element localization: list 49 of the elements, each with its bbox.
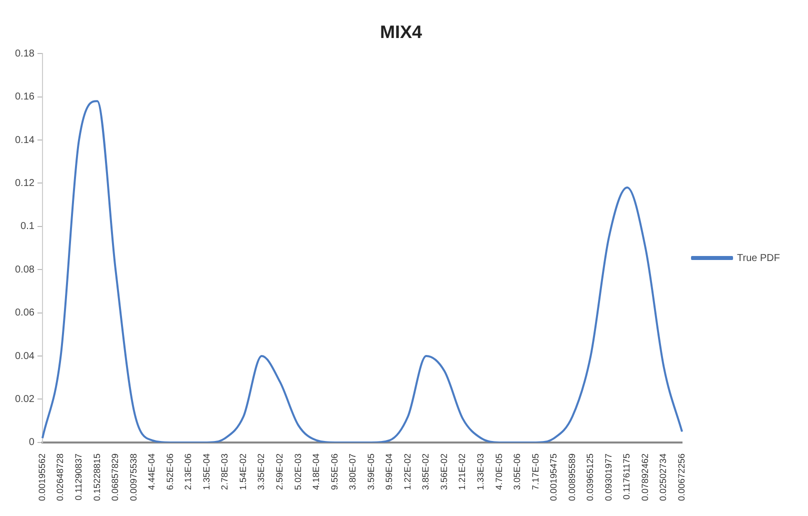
x-tick-label: 2.13E-06 xyxy=(183,453,194,490)
y-tick-label: 0.1 xyxy=(20,221,35,232)
x-tick-label: 0.07892462 xyxy=(640,453,650,502)
y-tick-label: 0.18 xyxy=(14,48,35,60)
line-series xyxy=(41,100,684,442)
x-tick-label: 0.15228815 xyxy=(92,453,102,502)
x-tick-label: 0.00975538 xyxy=(128,453,138,502)
y-tick-label: 0.06 xyxy=(14,308,35,319)
x-tick-label: 7.17E-05 xyxy=(530,453,540,490)
x-tick-label: 5.02E-03 xyxy=(292,453,303,490)
x-tick-label: 0.00672256 xyxy=(676,453,687,502)
x-tick-label: 0.00895589 xyxy=(566,453,577,502)
x-tick-label: 2.59E-02 xyxy=(274,453,284,490)
y-tick-label: 0.02 xyxy=(14,394,35,405)
x-tick-label: 9.59E-04 xyxy=(384,453,394,490)
x-tick-label: 0.11290837 xyxy=(73,453,84,500)
x-tick-label: 9.55E-06 xyxy=(329,453,340,490)
x-tick-label: 0.11761175 xyxy=(622,453,632,500)
x-tick-label: 0.02648728 xyxy=(55,453,66,502)
y-tick-label: 0.08 xyxy=(14,264,35,276)
y-tick-label: 0.16 xyxy=(14,92,35,103)
x-tick-label: 4.44E-04 xyxy=(146,453,157,490)
x-tick-label: 0.03965125 xyxy=(585,453,596,502)
x-tick-label: 0.06857829 xyxy=(110,453,120,502)
x-tick-label: 1.35E-04 xyxy=(201,453,212,490)
x-tick-label: 2.78E-03 xyxy=(220,453,230,490)
x-tick-label: 4.70E-05 xyxy=(494,453,504,490)
x-tick-label: 3.05E-06 xyxy=(512,453,522,490)
legend-label: True PDF xyxy=(737,252,780,264)
x-tick-label: 1.54E-02 xyxy=(238,453,248,490)
y-tick-label: 0.14 xyxy=(14,134,35,146)
x-tick-label: 1.21E-02 xyxy=(457,453,468,490)
y-tick-label: 0.04 xyxy=(14,350,35,362)
y-tick-label: 0.12 xyxy=(14,178,35,189)
x-tick-label: 0.09301977 xyxy=(603,453,614,502)
x-tick-label: 4.18E-04 xyxy=(311,453,322,490)
x-tick-label: 1.33E-03 xyxy=(476,453,486,490)
x-tick-label: 1.22E-02 xyxy=(402,453,412,490)
x-tick-label: 0.00195562 xyxy=(36,453,47,502)
x-tick-label: 0.02502734 xyxy=(658,453,668,502)
x-tick-label: 3.35E-02 xyxy=(256,453,266,490)
x-tick-label: 3.85E-02 xyxy=(420,453,431,490)
chart-title: MIX4 xyxy=(380,22,422,42)
x-tick-label: 0.00195475 xyxy=(548,453,559,502)
y-tick-label: 0 xyxy=(28,437,35,448)
x-tick-label: 3.59E-05 xyxy=(366,453,376,490)
x-tick-label: 6.52E-06 xyxy=(164,453,175,490)
x-tick-label: 3.80E-07 xyxy=(348,453,358,490)
x-tick-label: 3.56E-02 xyxy=(438,453,449,490)
